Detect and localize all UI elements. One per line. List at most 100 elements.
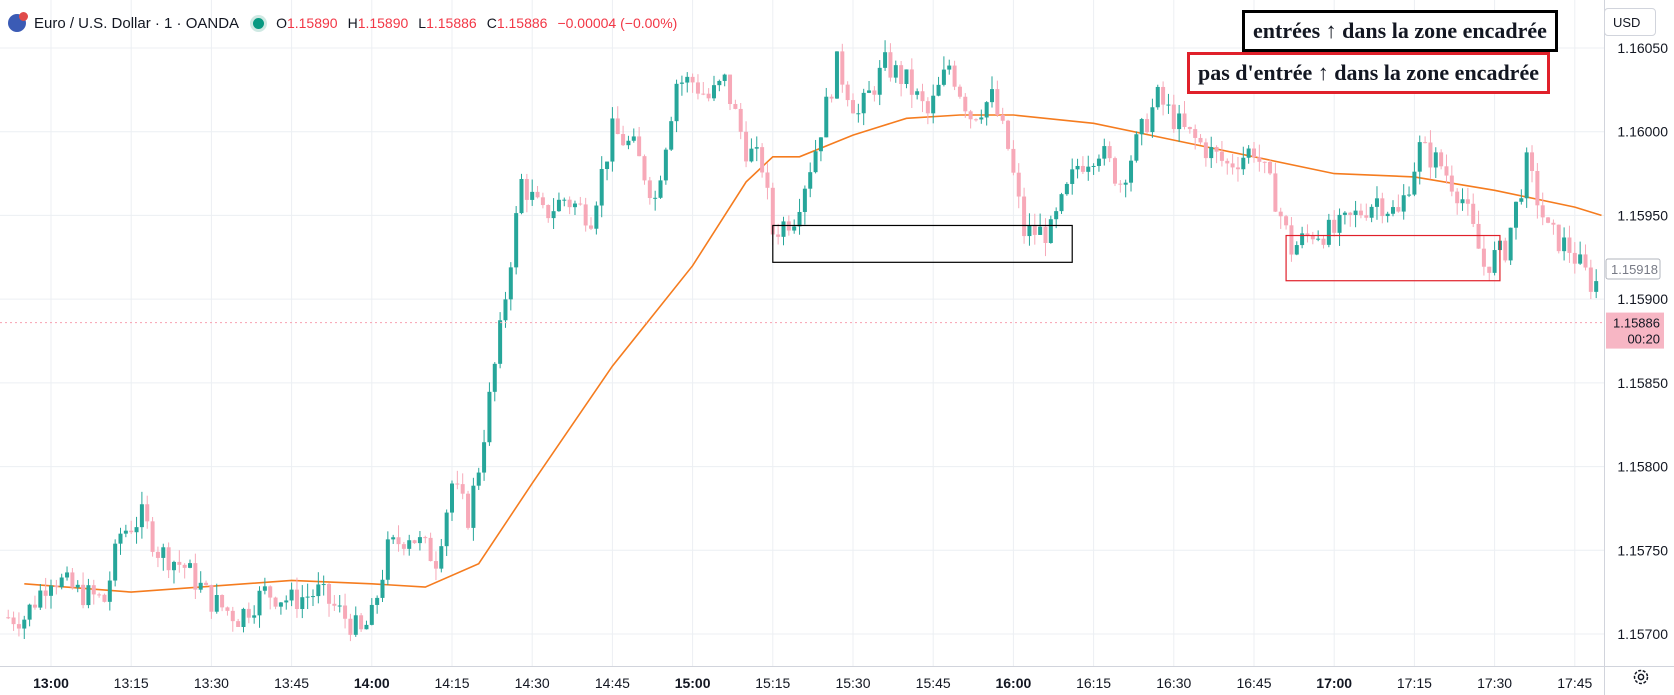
- candle-body: [834, 51, 839, 99]
- candle-body: [503, 299, 508, 321]
- candle-body: [701, 93, 706, 95]
- candle-body: [765, 172, 770, 188]
- candle-body: [1471, 203, 1476, 224]
- candle-body: [1252, 148, 1256, 158]
- candle-body: [1556, 224, 1561, 252]
- low-label: L: [418, 15, 427, 31]
- y-tick-label: 1.16000: [1617, 124, 1668, 140]
- candle-body: [1364, 215, 1369, 218]
- candle-body: [1374, 198, 1379, 207]
- candle-body: [1508, 227, 1513, 261]
- candle-body: [578, 203, 583, 205]
- candle-body: [498, 320, 503, 364]
- candle-body: [909, 69, 914, 95]
- candle-body: [540, 197, 545, 206]
- candle-body: [674, 83, 679, 122]
- candle-body: [407, 540, 412, 549]
- moving-average-layer: [24, 114, 1602, 593]
- candle-body: [113, 543, 118, 581]
- candle-body: [861, 92, 866, 114]
- candle-body: [888, 52, 893, 78]
- candle-body: [380, 579, 385, 598]
- candle-body: [134, 527, 139, 533]
- candle-body: [813, 151, 818, 173]
- candle-body: [941, 69, 946, 85]
- zone-no_entries: [1285, 234, 1501, 282]
- candle-body: [546, 205, 551, 219]
- candle-body: [663, 149, 668, 181]
- candle-body: [990, 89, 995, 103]
- candle-body: [75, 584, 80, 588]
- candle-body: [359, 615, 364, 630]
- candle-body: [1278, 211, 1283, 217]
- x-tick-label: 16:45: [1236, 675, 1271, 691]
- candle-body: [1187, 126, 1192, 130]
- candle-body: [963, 96, 968, 112]
- candle-body: [802, 188, 807, 212]
- candle-body: [11, 617, 16, 625]
- candle-body: [155, 551, 160, 558]
- candle-body: [1546, 217, 1551, 223]
- candle-body: [487, 391, 492, 443]
- candle-body: [1273, 173, 1278, 212]
- candle-body: [1540, 205, 1545, 218]
- candle-body: [1481, 248, 1486, 267]
- candle-body: [567, 199, 572, 208]
- candle-body: [385, 539, 390, 580]
- candle-body: [647, 180, 652, 199]
- candle-body: [6, 617, 11, 619]
- candle-body: [450, 483, 454, 513]
- x-tick-label: 16:00: [995, 675, 1031, 691]
- y-tick-label: 1.15700: [1617, 626, 1668, 642]
- x-tick-label: 14:15: [434, 675, 469, 691]
- candle-body: [433, 561, 438, 569]
- candle-body: [1321, 238, 1326, 245]
- candle-body: [1166, 104, 1171, 106]
- gear-icon[interactable]: [1632, 668, 1650, 686]
- candle-body: [952, 65, 957, 87]
- candle-body: [1193, 129, 1198, 138]
- x-tick-label: 15:30: [835, 675, 870, 691]
- x-tick-label: 14:00: [354, 675, 390, 691]
- x-tick-label: 15:00: [675, 675, 711, 691]
- candle-body: [1572, 252, 1577, 264]
- candle-body: [1129, 160, 1134, 183]
- candle-body: [626, 140, 631, 146]
- candle-body: [22, 619, 27, 629]
- candle-body: [321, 584, 326, 586]
- candle-body: [1112, 158, 1117, 184]
- candle-body: [984, 102, 989, 118]
- candle-body: [706, 93, 711, 99]
- candle-body: [1203, 142, 1208, 159]
- candle-body: [305, 596, 310, 598]
- candle-body: [1214, 147, 1219, 152]
- candle-body: [246, 608, 251, 618]
- candle-body: [658, 180, 663, 198]
- candle-body: [444, 512, 449, 547]
- currency-button[interactable]: USD: [1604, 8, 1656, 36]
- open-label: O: [276, 15, 287, 31]
- candle-body: [1161, 86, 1166, 105]
- candle-body: [1358, 210, 1363, 216]
- candle-body: [38, 590, 43, 608]
- market-status-icon[interactable]: [253, 17, 265, 29]
- x-tick-label: 13:15: [114, 675, 149, 691]
- candle-body: [1000, 114, 1005, 121]
- candle-body: [86, 585, 91, 606]
- candle-body: [353, 615, 358, 635]
- candle-body: [1535, 171, 1540, 206]
- candle-body: [32, 604, 37, 608]
- candle-body: [1006, 120, 1011, 149]
- candle-body: [310, 596, 315, 598]
- candle-body: [294, 589, 299, 610]
- candle-body: [1171, 104, 1176, 130]
- candle-body: [1385, 213, 1390, 217]
- symbol-title[interactable]: Euro / U.S. Dollar · 1 · OANDA: [34, 14, 240, 32]
- candle-body: [230, 610, 235, 622]
- candle-body: [375, 597, 380, 605]
- candle-body: [492, 363, 497, 392]
- candle-body: [337, 605, 342, 607]
- candle-body: [829, 96, 834, 99]
- candle-body: [1230, 163, 1235, 168]
